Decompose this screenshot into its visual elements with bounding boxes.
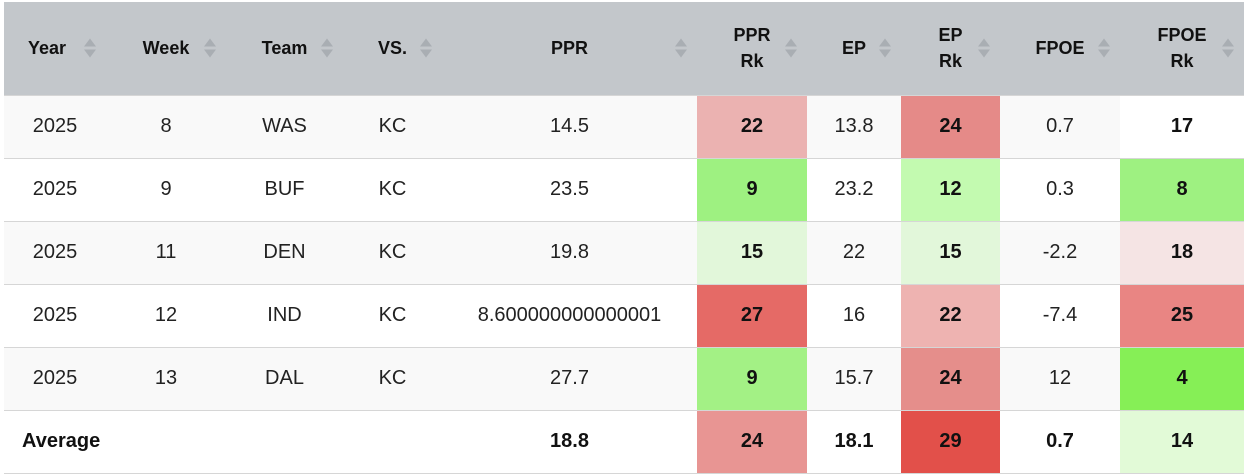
sort-icon <box>785 38 797 58</box>
cell-ep: 22 <box>842 241 866 263</box>
col-header-ppr[interactable]: PPR <box>442 2 697 95</box>
cell-ep: 13.8 <box>834 115 874 137</box>
cell-ep-rk: 15 <box>901 221 1000 284</box>
cell-fpoe: 0.3 <box>1046 178 1074 200</box>
header-label: PPR Rk <box>733 25 771 72</box>
cell-year: 2025 <box>32 304 78 326</box>
cell-fpoe: -2.2 <box>1042 241 1078 263</box>
cell-ppr-rk: 22 <box>697 95 807 158</box>
cell-week: 13 <box>154 367 178 389</box>
cell-ppr-rk: 9 <box>697 347 807 410</box>
col-header-fpoe-rk[interactable]: FPOE Rk <box>1120 2 1244 95</box>
cell-team: DAL <box>265 367 304 389</box>
average-fpoe: 0.7 <box>1046 430 1074 452</box>
cell-fpoe-rk: 4 <box>1120 347 1244 410</box>
cell-fpoe: 0.7 <box>1046 115 1074 137</box>
sort-icon <box>879 38 891 58</box>
cell-ppr-rk: 27 <box>697 284 807 347</box>
average-ppr-rk: 24 <box>697 410 807 473</box>
sort-icon <box>204 38 216 58</box>
col-header-ep-rk[interactable]: EP Rk <box>901 2 1000 95</box>
cell-ep-rk: 22 <box>901 284 1000 347</box>
cell-fpoe-rk: 8 <box>1120 158 1244 221</box>
average-ep-rk: 29 <box>901 410 1000 473</box>
cell-team: WAS <box>262 115 307 137</box>
col-header-year[interactable]: Year <box>4 2 106 95</box>
cell-fpoe-rk: 25 <box>1120 284 1244 347</box>
cell-vs: KC <box>378 178 407 200</box>
table-row: 2025 9 BUF KC 23.5 9 23.2 12 0.3 8 <box>4 158 1244 221</box>
cell-vs <box>343 410 442 473</box>
cell-ppr: 8.600000000000001 <box>477 304 662 326</box>
cell-vs: KC <box>378 304 407 326</box>
cell-team: DEN <box>263 241 306 263</box>
cell-fpoe-rk: 18 <box>1120 221 1244 284</box>
cell-ep: 15.7 <box>834 367 874 389</box>
header-label: EP <box>841 38 866 59</box>
sort-icon <box>675 38 687 58</box>
sort-icon <box>420 38 432 58</box>
col-header-team[interactable]: Team <box>226 2 343 95</box>
sort-icon <box>978 38 990 58</box>
average-ep: 18.1 <box>834 430 874 452</box>
average-fpoe-rk: 14 <box>1120 410 1244 473</box>
header-row: Year Week Team VS. PPR PPR Rk EP EP Rk FPO… <box>4 2 1244 95</box>
header-label: Team <box>261 38 308 59</box>
col-header-ep[interactable]: EP <box>807 2 901 95</box>
cell-fpoe-rk: 17 <box>1120 95 1244 158</box>
table-row: 2025 13 DAL KC 27.7 9 15.7 24 12 4 <box>4 347 1244 410</box>
cell-ep: 23.2 <box>834 178 874 200</box>
cell-week: 8 <box>160 115 172 137</box>
cell-team <box>226 410 343 473</box>
header-label: Year <box>28 38 67 59</box>
header-label: PPR <box>550 38 588 59</box>
game-log-table: Year Week Team VS. PPR PPR Rk EP EP Rk FPO… <box>4 2 1244 474</box>
cell-fpoe: -7.4 <box>1042 304 1078 326</box>
cell-year: 2025 <box>32 115 78 137</box>
table-row: 2025 12 IND KC 8.600000000000001 27 16 2… <box>4 284 1244 347</box>
average-label: Average <box>22 430 101 452</box>
cell-fpoe: 12 <box>1048 367 1072 389</box>
header-label: VS. <box>377 38 407 59</box>
cell-team: BUF <box>264 178 305 200</box>
cell-ep-rk: 12 <box>901 158 1000 221</box>
table-row: 2025 11 DEN KC 19.8 15 22 15 -2.2 18 <box>4 221 1244 284</box>
cell-year: 2025 <box>32 241 78 263</box>
cell-ppr: 19.8 <box>550 241 589 263</box>
cell-ppr-rk: 15 <box>697 221 807 284</box>
header-label: Week <box>142 38 190 59</box>
average-row: Average 18.8 24 18.1 29 0.7 14 <box>4 410 1244 473</box>
cell-ep-rk: 24 <box>901 95 1000 158</box>
col-header-vs[interactable]: VS. <box>343 2 442 95</box>
cell-ppr: 14.5 <box>550 115 589 137</box>
sort-icon <box>1098 38 1110 58</box>
cell-ppr-rk: 9 <box>697 158 807 221</box>
cell-ep: 16 <box>842 304 866 326</box>
header-label: EP Rk <box>938 25 963 72</box>
cell-vs: KC <box>378 241 407 263</box>
average-ppr: 18.8 <box>550 430 589 452</box>
sort-icon <box>84 38 96 58</box>
cell-year: 2025 <box>32 367 78 389</box>
col-header-week[interactable]: Week <box>106 2 226 95</box>
cell-week: 11 <box>155 241 177 263</box>
table-row: 2025 8 WAS KC 14.5 22 13.8 24 0.7 17 <box>4 95 1244 158</box>
cell-vs: KC <box>378 115 407 137</box>
sort-icon <box>1222 38 1234 58</box>
header-label: FPOE Rk <box>1157 25 1207 72</box>
cell-year: 2025 <box>32 178 78 200</box>
col-header-fpoe[interactable]: FPOE <box>1000 2 1120 95</box>
sort-icon <box>321 38 333 58</box>
cell-ppr: 23.5 <box>550 178 589 200</box>
cell-ppr: 27.7 <box>550 367 589 389</box>
cell-ep-rk: 24 <box>901 347 1000 410</box>
cell-team: IND <box>267 304 302 326</box>
header-label: FPOE <box>1035 38 1085 59</box>
cell-vs: KC <box>378 367 407 389</box>
cell-week: 9 <box>160 178 172 200</box>
cell-week: 12 <box>154 304 178 326</box>
col-header-ppr-rk[interactable]: PPR Rk <box>697 2 807 95</box>
